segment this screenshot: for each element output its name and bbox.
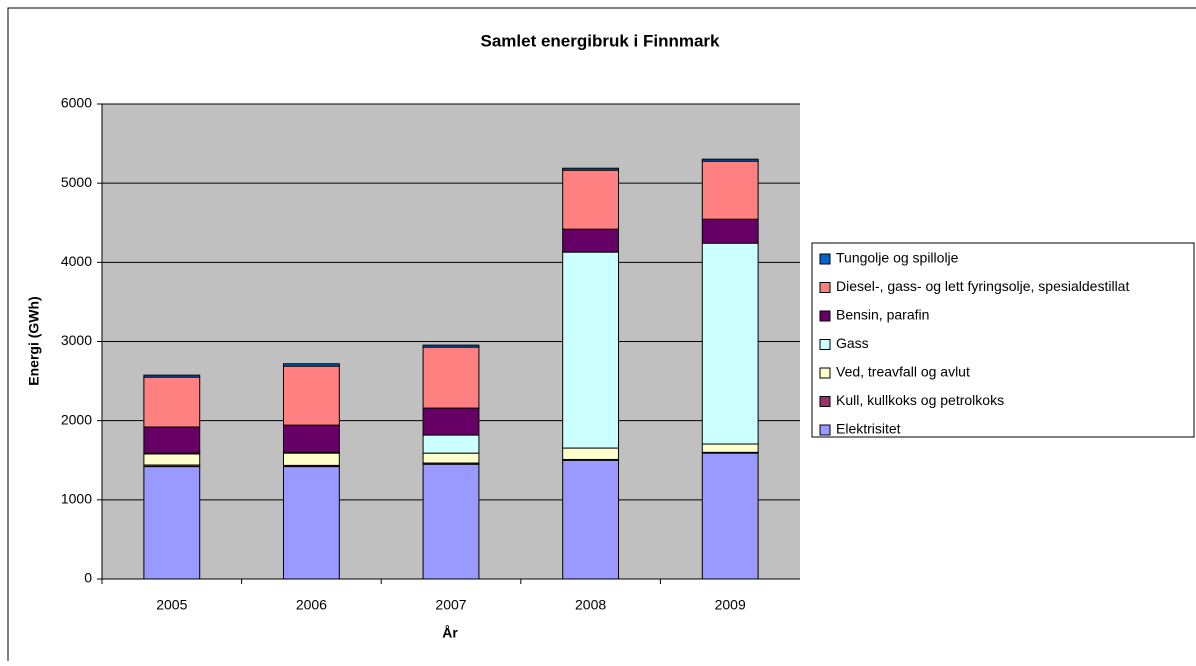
bar-segment [562,459,620,580]
legend-label: Ved, treavfall og avlut [836,364,970,380]
y-tick-label: 1000 [61,491,92,507]
y-tick-label: 6000 [61,95,92,111]
legend [811,242,1195,438]
x-tick-label: 2005 [156,597,187,613]
legend-swatch [819,310,831,322]
x-axis-label: År [442,625,458,641]
x-tick-label: 2006 [296,597,327,613]
bar-segment [701,160,759,220]
x-tick-label: 2009 [715,597,746,613]
bar-segment [562,228,620,253]
legend-label: Bensin, parafin [836,307,929,323]
legend-swatch [819,339,831,350]
bar-segment [422,344,480,348]
legend-label: Gass [836,335,869,351]
bar-segment [701,452,759,580]
bar-segment [562,447,620,460]
bar-segment [282,466,340,580]
legend-label: Tungolje og spillolje [836,250,959,266]
legend-label: Diesel-, gass- og lett fyringsolje, spes… [836,278,1129,294]
bar-segment [422,346,480,409]
bar-segment [701,218,759,244]
bar-segment [422,407,480,436]
y-tick-label: 2000 [61,411,92,427]
legend-swatch [819,367,831,379]
y-tick-label: 4000 [61,253,92,269]
legend-swatch [819,396,831,407]
bar-segment [282,452,340,466]
bar-segment [282,424,340,453]
bar-segment [422,434,480,454]
chart-title: Samlet energibruk i Finnmark [480,31,720,50]
y-tick-label: 3000 [61,332,92,348]
bar-segment [562,167,620,171]
bar-segment [562,251,620,449]
bar-segment [422,463,480,580]
y-axis-label: Energi (GWh) [26,296,42,385]
bar-segment [701,443,759,453]
legend-label: Elektrisitet [836,421,901,437]
bar-segment [282,365,340,426]
bar-segment [143,466,201,580]
y-tick-label: 0 [84,570,92,586]
bar-segment [143,453,201,466]
bar-segment [143,374,201,378]
bar-segment [562,169,620,230]
legend-swatch [819,424,831,436]
bar-segment [143,376,201,428]
x-tick-label: 2007 [435,597,466,613]
x-tick-label: 2008 [575,597,606,613]
bar-segment [282,363,340,367]
legend-swatch [819,253,831,265]
bar-segment [143,426,201,454]
legend-swatch [819,282,831,293]
y-tick-label: 5000 [61,174,92,190]
legend-label: Kull, kullkoks og petrolkoks [836,392,1004,408]
bar-segment [701,158,759,162]
bar-segment [422,452,480,464]
bar-segment [701,242,759,445]
